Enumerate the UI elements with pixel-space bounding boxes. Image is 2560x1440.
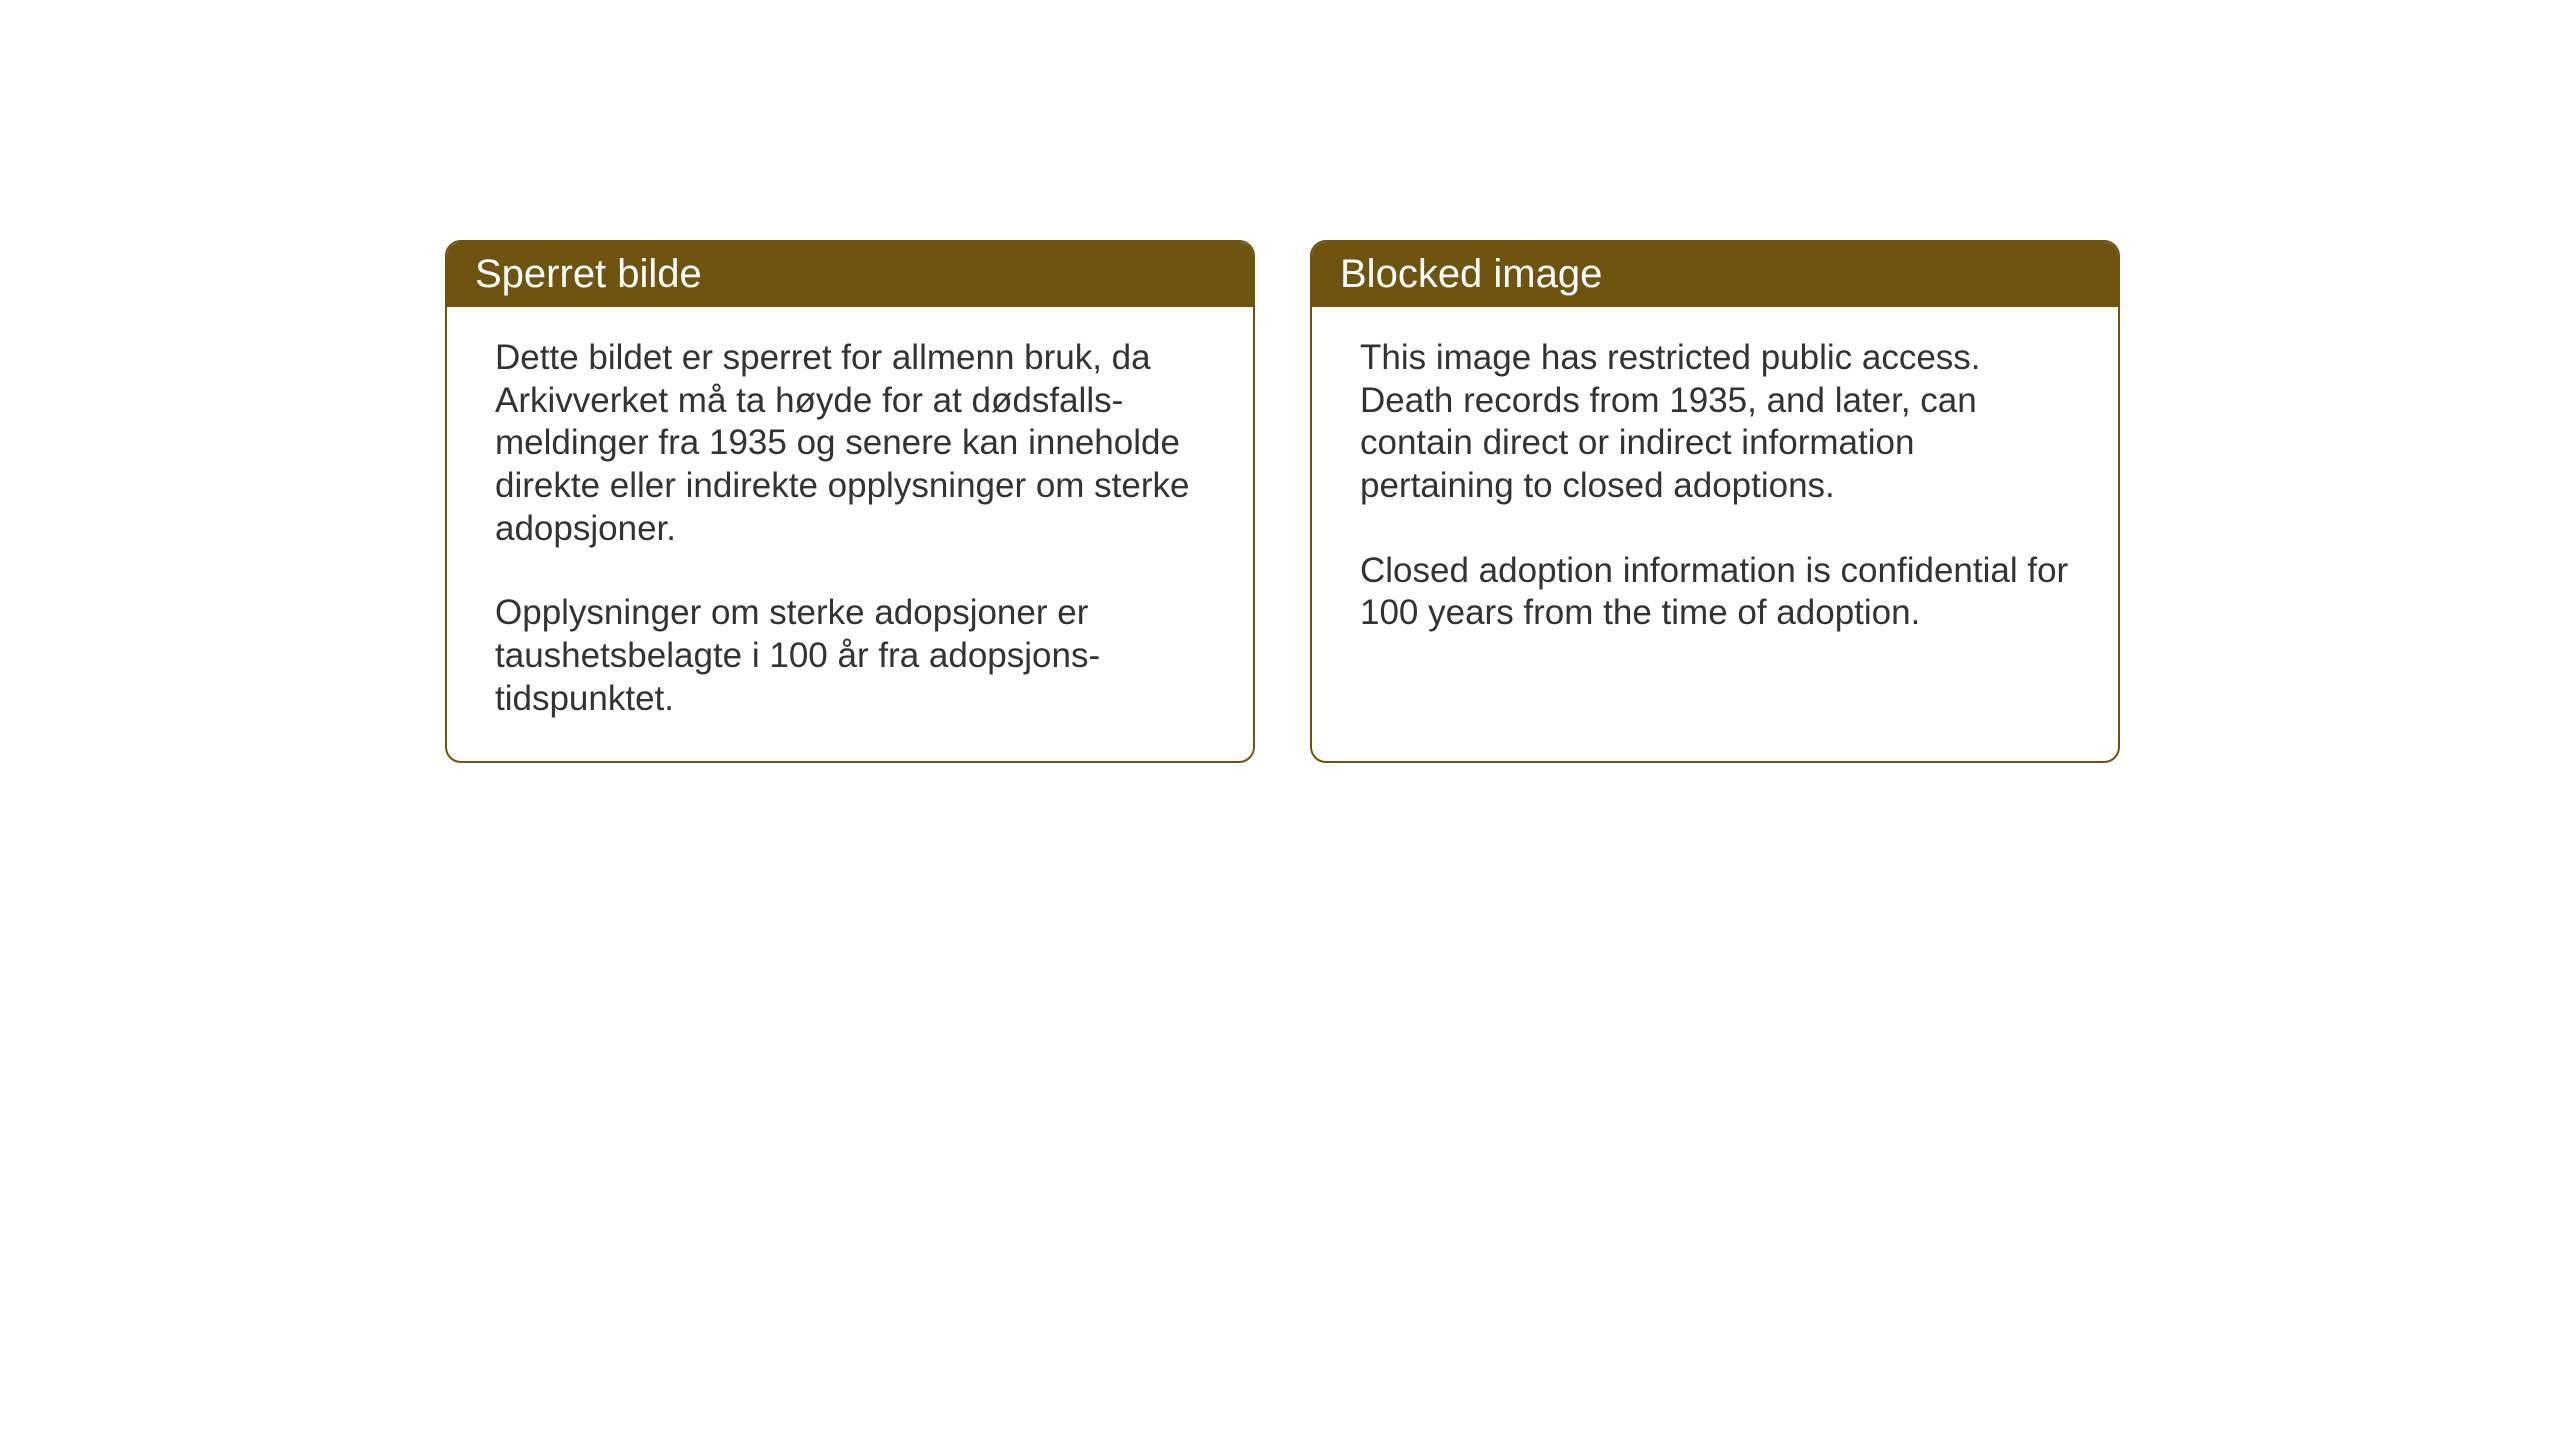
notice-container: Sperret bilde Dette bildet er sperret fo…: [445, 240, 2120, 763]
notice-title-english: Blocked image: [1340, 252, 1602, 296]
notice-title-norwegian: Sperret bilde: [475, 252, 702, 296]
notice-paragraph-norwegian-1: Dette bildet er sperret for allmenn bruk…: [495, 337, 1205, 550]
notice-paragraph-english-2: Closed adoption information is confident…: [1360, 550, 2070, 635]
notice-paragraph-english-1: This image has restricted public access.…: [1360, 337, 2070, 508]
notice-paragraph-norwegian-2: Opplysninger om sterke adopsjoner er tau…: [495, 592, 1205, 720]
notice-body-norwegian: Dette bildet er sperret for allmenn bruk…: [447, 307, 1253, 761]
notice-card-norwegian: Sperret bilde Dette bildet er sperret fo…: [445, 240, 1255, 763]
notice-header-english: Blocked image: [1312, 242, 2118, 307]
notice-body-english: This image has restricted public access.…: [1312, 307, 2118, 675]
notice-card-english: Blocked image This image has restricted …: [1310, 240, 2120, 763]
notice-header-norwegian: Sperret bilde: [447, 242, 1253, 307]
